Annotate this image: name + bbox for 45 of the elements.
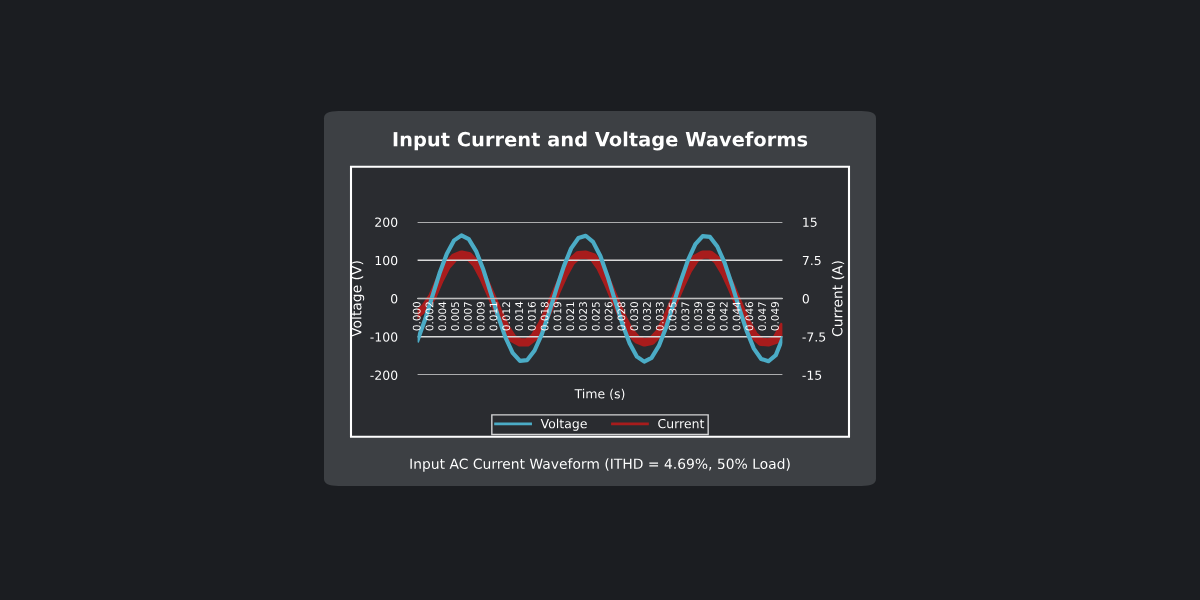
y2-axis-title: Current (A) bbox=[831, 261, 845, 337]
x-tick-label: 0.030 bbox=[630, 301, 639, 331]
y-tick-label: -200 bbox=[370, 370, 398, 380]
x-tick-label: 0.044 bbox=[732, 301, 741, 331]
x-tick-label: 0.004 bbox=[438, 301, 447, 331]
x-tick-label: 0.039 bbox=[694, 302, 703, 331]
x-tick-label: 0.009 bbox=[476, 302, 485, 331]
text: Input AC Current Waveform (ITHD = 4.69%, 50% Load) bbox=[410, 458, 790, 472]
x-tick-label: 0.002 bbox=[425, 302, 434, 331]
x-tick-label: 0.046 bbox=[745, 301, 754, 331]
y2-tick-label: 0 bbox=[802, 293, 809, 304]
x-tick-label: 0.012 bbox=[502, 302, 511, 331]
chart-title: Input Current and Voltage Waveforms bbox=[393, 131, 808, 151]
legend-label: Voltage bbox=[540, 418, 587, 431]
x-tick-label: 0.025 bbox=[591, 302, 600, 331]
y2-tick-label: 7.5 bbox=[802, 255, 821, 266]
x-tick-label: 0.023 bbox=[579, 302, 587, 331]
x-tick-label: 0.026 bbox=[604, 301, 613, 331]
x-tick-label: 0.011 bbox=[489, 302, 498, 331]
x-tick-label: 0.035 bbox=[668, 302, 677, 331]
x-tick-label: 0.049 bbox=[770, 302, 779, 331]
x-tick-label: 0.040 bbox=[707, 301, 715, 331]
x-tick-label: 0.032 bbox=[643, 302, 651, 331]
y-tick-label: 0 bbox=[391, 293, 398, 304]
y2-tick-label: -7.5 bbox=[802, 332, 826, 342]
legend-label: Current bbox=[658, 418, 705, 429]
y2-tick-label: -15 bbox=[802, 370, 822, 380]
y-tick-label: 100 bbox=[375, 255, 398, 266]
y-tick-label: 200 bbox=[375, 217, 398, 227]
x-tick-label: 0.016 bbox=[527, 301, 536, 331]
x-tick-label: 0.018 bbox=[540, 301, 549, 331]
x-tick-label: 0.033 bbox=[655, 302, 664, 331]
y2-tick-label: 15 bbox=[803, 217, 817, 227]
x-tick-label: 0.047 bbox=[758, 302, 767, 331]
x-tick-label: 0.007 bbox=[463, 302, 472, 331]
x-tick-label: 0.005 bbox=[451, 302, 459, 331]
x-tick-label: 0.037 bbox=[681, 302, 690, 331]
x-tick-label: 0.000 bbox=[412, 301, 421, 331]
x-tick-label: 0.028 bbox=[617, 301, 626, 331]
x-axis-title: Time (s) bbox=[574, 388, 625, 400]
y-tick-label: -100 bbox=[370, 332, 398, 342]
x-tick-label: 0.019 bbox=[553, 302, 562, 331]
x-tick-label: 0.042 bbox=[719, 302, 728, 331]
x-tick-label: 0.021 bbox=[566, 302, 575, 331]
x-tick-label: 0.014 bbox=[515, 301, 523, 331]
